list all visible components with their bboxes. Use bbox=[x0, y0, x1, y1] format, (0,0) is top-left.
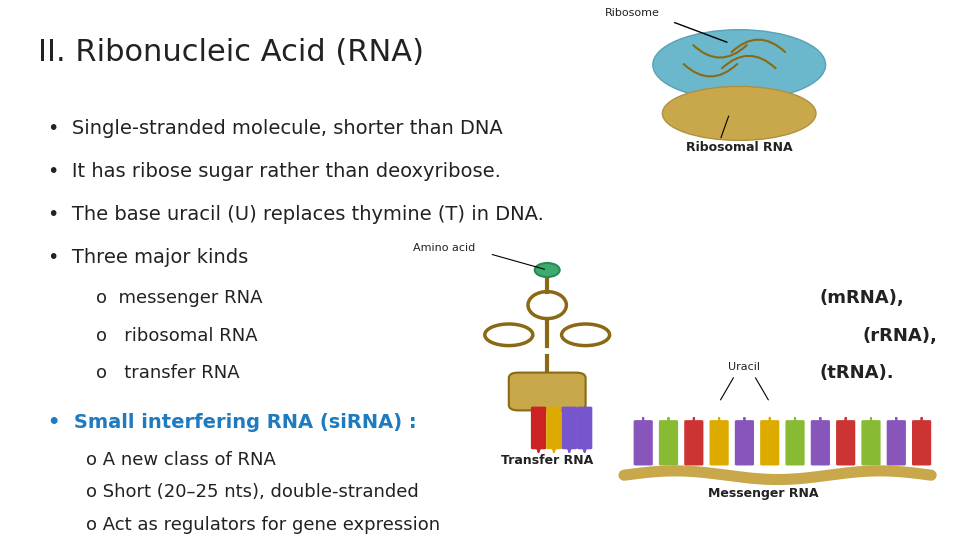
FancyBboxPatch shape bbox=[531, 407, 546, 449]
Text: •  It has ribose sugar rather than deoxyribose.: • It has ribose sugar rather than deoxyr… bbox=[48, 162, 501, 181]
Text: •  The base uracil (U) replaces thymine (T) in DNA.: • The base uracil (U) replaces thymine (… bbox=[48, 205, 544, 224]
Text: o   transfer RNA: o transfer RNA bbox=[96, 364, 246, 382]
Circle shape bbox=[535, 263, 560, 277]
FancyBboxPatch shape bbox=[861, 420, 880, 465]
Text: Amino acid: Amino acid bbox=[413, 243, 475, 253]
Text: o Act as regulators for gene expression: o Act as regulators for gene expression bbox=[86, 516, 441, 534]
FancyBboxPatch shape bbox=[912, 420, 931, 465]
FancyBboxPatch shape bbox=[546, 407, 562, 449]
FancyBboxPatch shape bbox=[659, 420, 678, 465]
Text: •  Three major kinds: • Three major kinds bbox=[48, 248, 249, 267]
FancyBboxPatch shape bbox=[509, 373, 586, 410]
Text: •  Single-stranded molecule, shorter than DNA: • Single-stranded molecule, shorter than… bbox=[48, 119, 503, 138]
Text: II. Ribonucleic Acid (RNA): II. Ribonucleic Acid (RNA) bbox=[38, 38, 424, 67]
FancyBboxPatch shape bbox=[887, 420, 906, 465]
Text: Ribosomal RNA: Ribosomal RNA bbox=[685, 141, 793, 154]
Text: o A new class of RNA: o A new class of RNA bbox=[86, 451, 276, 469]
Text: o   ribosomal RNA: o ribosomal RNA bbox=[96, 327, 263, 345]
FancyBboxPatch shape bbox=[785, 420, 804, 465]
FancyBboxPatch shape bbox=[734, 420, 754, 465]
Text: •  Small interfering RNA (siRNA) :: • Small interfering RNA (siRNA) : bbox=[48, 413, 423, 432]
FancyBboxPatch shape bbox=[577, 407, 592, 449]
FancyBboxPatch shape bbox=[684, 420, 704, 465]
FancyBboxPatch shape bbox=[836, 420, 855, 465]
Ellipse shape bbox=[653, 30, 826, 100]
Text: o Short (20–25 nts), double-stranded: o Short (20–25 nts), double-stranded bbox=[86, 483, 420, 501]
Text: Uracil: Uracil bbox=[729, 362, 760, 372]
Text: (mRNA),: (mRNA), bbox=[820, 289, 904, 307]
FancyBboxPatch shape bbox=[709, 420, 729, 465]
Text: Transfer RNA: Transfer RNA bbox=[501, 454, 593, 468]
Text: (rRNA),: (rRNA), bbox=[862, 327, 937, 345]
FancyBboxPatch shape bbox=[562, 407, 577, 449]
Text: o  messenger RNA: o messenger RNA bbox=[96, 289, 268, 307]
FancyBboxPatch shape bbox=[634, 420, 653, 465]
Text: Messenger RNA: Messenger RNA bbox=[708, 487, 819, 500]
FancyBboxPatch shape bbox=[811, 420, 830, 465]
Text: (tRNA).: (tRNA). bbox=[820, 364, 894, 382]
Text: Ribosome: Ribosome bbox=[605, 8, 660, 18]
Ellipse shape bbox=[662, 86, 816, 140]
FancyBboxPatch shape bbox=[760, 420, 780, 465]
